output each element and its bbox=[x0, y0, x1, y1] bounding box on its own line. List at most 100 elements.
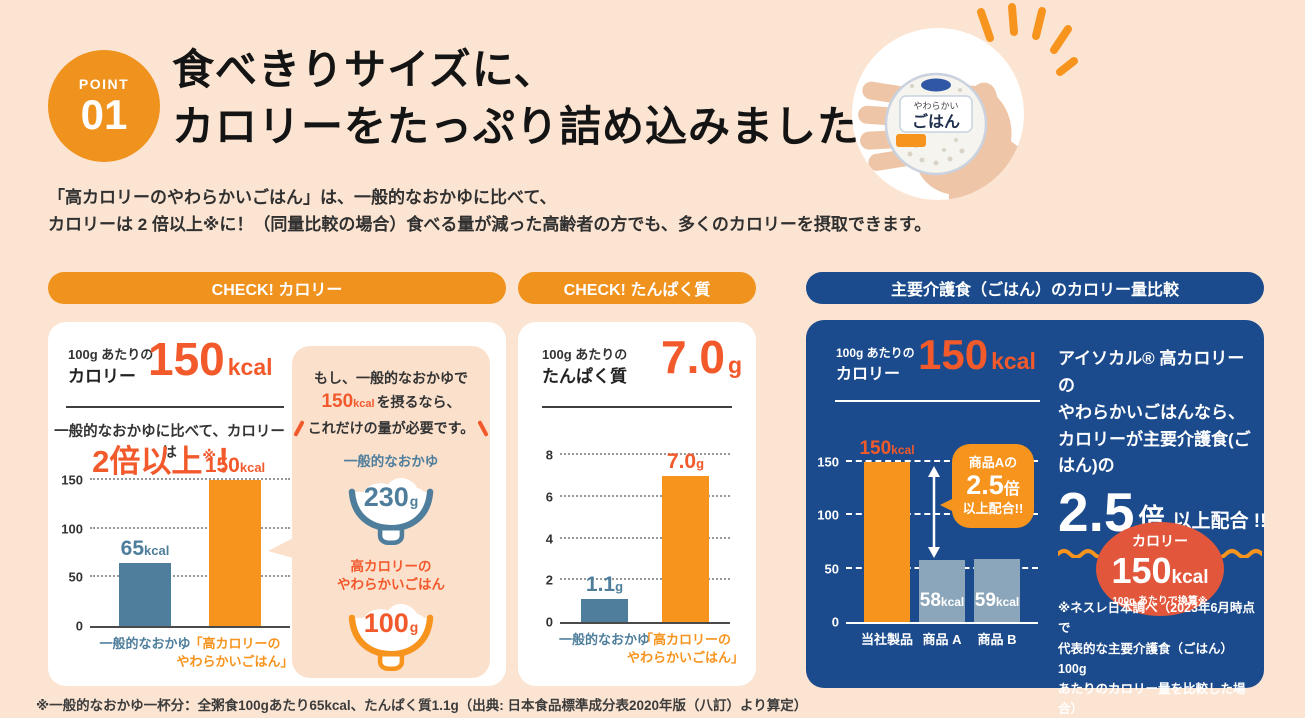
y-tick-label: 6 bbox=[545, 489, 553, 505]
y-tick-label: 0 bbox=[75, 618, 83, 634]
calorie-bar-chart: 0 50 100 150 65kcal 一般的なおかゆ 150kcal 「高カロリーの やわらか… bbox=[61, 455, 293, 669]
callout-line1: もし、一般的なおかゆで bbox=[314, 370, 468, 386]
y-tick-label: 2 bbox=[545, 572, 553, 588]
gohan-label: 高カロリーの やわらかいごはん bbox=[337, 559, 445, 593]
value-label: 150kcal bbox=[204, 454, 266, 477]
sparkle-rays-icon bbox=[977, 3, 1078, 76]
okayu-label: 一般的なおかゆ bbox=[343, 454, 439, 469]
compare-highlight: 2倍以上※！ bbox=[92, 444, 247, 479]
gridline bbox=[846, 460, 1038, 462]
cup-label-small: やわらかい bbox=[913, 101, 958, 111]
calorie-panel: 100g あたりの カロリー 150 kcal 一般的なおかゆに比べて、カロリーは… bbox=[48, 322, 506, 686]
value-label: 1.1g bbox=[585, 573, 624, 597]
comparison-panel: 100g あたりの カロリー 150 kcal 0 50 100 150 150kcal 当… bbox=[806, 320, 1267, 716]
y-tick-label: 150 bbox=[817, 454, 839, 470]
comparison-right-column: アイソカル® 高カロリーの やわらかいごはんなら、 カロリーが主要介護食(ごはん… bbox=[1056, 346, 1267, 716]
divider bbox=[542, 406, 732, 408]
section-header-calorie: CHECK! カロリー bbox=[48, 272, 506, 304]
bar bbox=[919, 560, 965, 622]
gridline bbox=[90, 478, 290, 480]
point-number: 01 bbox=[80, 91, 128, 138]
calorie-stat-value: 150 kcal bbox=[148, 333, 273, 385]
y-tick-label: 50 bbox=[68, 569, 83, 585]
y-tick-label: 100 bbox=[61, 521, 83, 537]
protein-stat-label: たんぱく質 bbox=[542, 367, 627, 386]
rice-cup: やわらかい ごはん bbox=[884, 72, 988, 176]
calorie-stat-label: カロリー bbox=[68, 367, 136, 386]
category-label: 一般的なおかゆ bbox=[558, 632, 651, 647]
survey-note: ※ネスレ日本調べ（2023年6月時点で 代表的な主要介護食（ごはん）100g あ… bbox=[1058, 601, 1255, 717]
bar bbox=[581, 599, 628, 622]
category-label: 当社製品 bbox=[860, 632, 914, 647]
category-label: 「高カロリーの やわらかいごはん」 bbox=[176, 636, 294, 669]
intro-text: 「高カロリーのやわらかいごはん」は、一般的なおかゆに比べて、 カロリーは 2 倍… bbox=[48, 188, 932, 235]
comparison-bar-chart: 0 50 100 150 150kcal 当社製品 58kcal 商品 A 59kcal 商品 B bbox=[817, 439, 1038, 647]
gridline bbox=[560, 536, 730, 539]
category-label: 商品 B bbox=[977, 632, 1017, 647]
gridline bbox=[846, 513, 1038, 516]
value-label: 150kcal bbox=[859, 438, 915, 459]
gridline bbox=[560, 494, 730, 497]
protein-bar-chart: 0 2 4 6 8 1.1g 一般的なおかゆ 7.0g 「高カロリーの やわらかいごはん」 bbox=[546, 449, 744, 665]
category-label: 商品 A bbox=[922, 632, 962, 647]
value-label: 7.0g bbox=[666, 449, 705, 473]
gohan-bowl-icon: 100g bbox=[341, 594, 441, 678]
bar-column: 150kcal 「高カロリーの やわらかいごはん」 bbox=[176, 455, 293, 669]
gridline bbox=[90, 526, 290, 529]
point-badge: POINT 01 bbox=[48, 50, 160, 162]
value-label: 65kcal bbox=[120, 536, 170, 560]
bar bbox=[119, 562, 171, 626]
ratio-highlight: 2.5 倍 以上配合 !! bbox=[1058, 481, 1267, 544]
callout-tail bbox=[268, 538, 293, 558]
protein-stat-value: 7.0 g bbox=[660, 331, 742, 383]
bar-column: 7.0g 「高カロリーの やわらかいごはん」 bbox=[627, 451, 744, 665]
bar bbox=[662, 475, 709, 622]
y-tick-label: 8 bbox=[545, 447, 553, 463]
gridline bbox=[560, 578, 730, 581]
y-tick-label: 0 bbox=[831, 614, 839, 630]
bar-column: 1.1g 一般的なおかゆ bbox=[559, 455, 650, 647]
bar-column: 58kcal 商品 A bbox=[919, 462, 965, 647]
footnote: ※一般的なおかゆ一杯分：全粥食100gあたり65kcal、たんぱく質1.1g（出… bbox=[36, 698, 808, 713]
per-100g-label: 100g あたりの bbox=[68, 347, 154, 362]
okayu-bowl-icon: 230g bbox=[341, 468, 441, 552]
gridline bbox=[90, 575, 290, 578]
bar bbox=[974, 559, 1020, 622]
slash-mark-right bbox=[477, 419, 490, 437]
gridline bbox=[560, 453, 730, 455]
bar-column: 150kcal 当社製品 bbox=[859, 439, 914, 647]
cup-label-main: ごはん bbox=[912, 112, 960, 131]
ratio-speech-bubble: 商品Aの 2.5倍 以上配合!! bbox=[940, 444, 1034, 528]
callout-line3: これだけの量が必要です。 bbox=[292, 418, 490, 438]
point-label: POINT bbox=[78, 76, 130, 92]
hand-holding-cup-illustration: やわらかい ごはん bbox=[858, 72, 1024, 200]
y-tick-label: 50 bbox=[824, 561, 839, 577]
slash-mark-left bbox=[292, 419, 305, 437]
protein-panel: 100g あたりの たんぱく質 7.0 g 0 2 4 6 8 1.1g 一般的なおかゆ 7.0… bbox=[518, 322, 756, 686]
compare-line: 一般的なおかゆに比べて、カロリーは bbox=[54, 424, 285, 461]
y-tick-label: 100 bbox=[817, 507, 839, 523]
y-tick-label: 150 bbox=[61, 472, 83, 488]
divider bbox=[835, 400, 1040, 402]
bar-column: 59kcal 商品 B bbox=[974, 462, 1020, 647]
per-100g-label: 100g あたりの bbox=[542, 347, 628, 362]
product-photo: やわらかい ごはん bbox=[852, 28, 1024, 200]
y-tick-label: 0 bbox=[545, 614, 553, 630]
divider bbox=[66, 406, 284, 408]
per-100g-label: 100g あたりの bbox=[836, 346, 915, 360]
page-title: 食べきりサイズに、 カロリーをたっぷり詰め込みました。 bbox=[172, 46, 904, 150]
calorie-stat-label: カロリー bbox=[836, 366, 901, 383]
double-arrow-icon bbox=[928, 466, 940, 558]
section-header-comparison: 主要介護食（ごはん）のカロリー量比較 bbox=[806, 272, 1264, 304]
value-label: 59kcal bbox=[974, 590, 1020, 611]
y-tick-label: 4 bbox=[545, 531, 553, 546]
bar-column: 65kcal 一般的なおかゆ bbox=[99, 480, 190, 651]
value-label: 58kcal bbox=[919, 590, 965, 611]
bar bbox=[864, 462, 910, 622]
bar bbox=[209, 480, 261, 626]
comparison-headline: アイソカル® 高カロリーの やわらかいごはんなら、 カロリーが主要介護食(ごはん… bbox=[1058, 349, 1251, 476]
okayu-comparison-callout: もし、一般的なおかゆで 150kcal を摂るなら、 これだけの量が必要です。 一… bbox=[268, 346, 490, 678]
category-label: 「高カロリーの やわらかいごはん」 bbox=[626, 632, 745, 665]
callout-line2: 150kcal を摂るなら、 bbox=[321, 391, 461, 412]
